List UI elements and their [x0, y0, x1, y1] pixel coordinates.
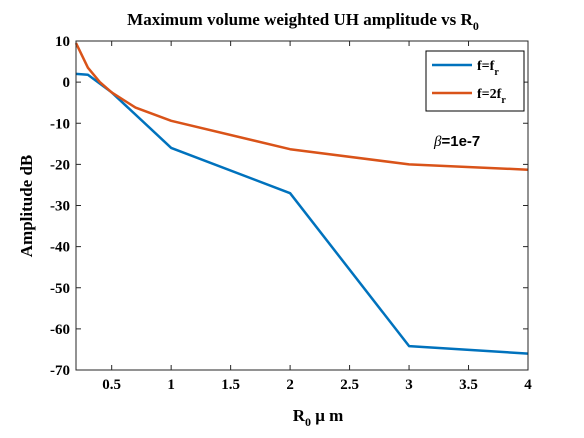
legend-box [425, 50, 525, 112]
y-tick-label: -10 [50, 116, 70, 132]
chart-title-subscript: 0 [473, 19, 479, 33]
x-tick-label: 0.5 [102, 377, 121, 393]
y-tick-label: -30 [50, 199, 70, 215]
x-tick-label: 1 [167, 377, 175, 393]
y-tick-label: 10 [55, 34, 70, 50]
series-line-1 [75, 72, 529, 355]
y-tick-label: -40 [50, 240, 70, 256]
y-tick-label: -60 [50, 322, 70, 338]
x-tick-label: 4 [524, 377, 532, 393]
x-tick-label: 3.5 [459, 377, 478, 393]
beta-annotation: β=1e-7 [433, 133, 480, 150]
series-line-2 [74, 42, 529, 171]
x-tick-label: 2.5 [340, 377, 359, 393]
chart-title: Maximum volume weighted UH amplitude vs … [127, 10, 479, 33]
y-tick-label: -70 [50, 363, 70, 379]
y-axis-label: Amplitude dB [17, 155, 36, 258]
x-tick-label: 3 [405, 377, 413, 393]
legend-label-series-2: f=2fr [477, 87, 506, 106]
x-tick-label: 2 [286, 377, 294, 393]
x-axis-label: R0 μ m [293, 406, 344, 429]
legend: f=fr f=2fr [425, 50, 525, 112]
x-tick-label: 1.5 [221, 377, 240, 393]
y-tick-label: -50 [50, 281, 70, 297]
legend-label-series-1: f=fr [477, 59, 499, 78]
y-tick-label: -20 [50, 157, 70, 173]
y-tick-label: 0 [63, 75, 71, 91]
